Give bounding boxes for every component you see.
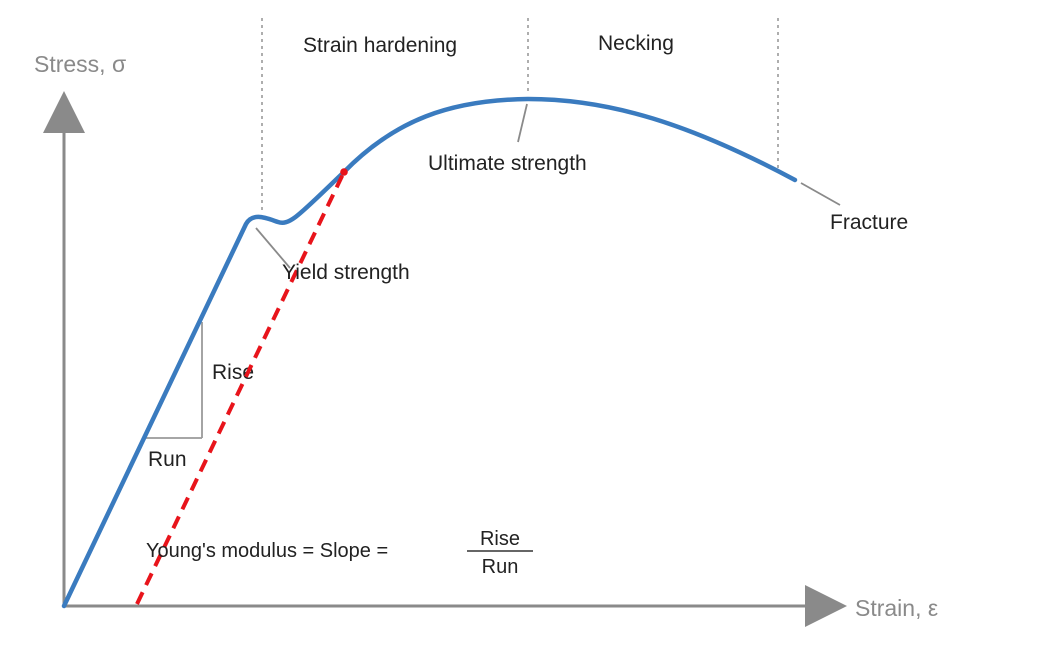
region-label-necking: Necking [598, 32, 674, 55]
run-label: Run [148, 448, 187, 471]
y-axis-label: Stress, σ [34, 51, 126, 77]
formula-denominator: Run [482, 556, 519, 578]
rise-label: Rise [212, 361, 254, 384]
offset-line [135, 171, 346, 605]
yield-strength-label: Yield strength [282, 261, 410, 284]
ultimate-strength-leader [517, 103, 528, 143]
fracture-leader [800, 182, 841, 206]
offset-intersection-point [340, 168, 348, 176]
stress-strain-curve [61, 96, 798, 609]
youngs-modulus-formula: Young's modulus = Slope = [146, 540, 388, 562]
region-label-strain-hardening: Strain hardening [303, 34, 457, 57]
formula-numerator: Rise [480, 528, 520, 550]
fracture-label: Fracture [830, 211, 908, 234]
x-axis-label: Strain, ε [855, 595, 938, 621]
ultimate-strength-label: Ultimate strength [428, 152, 587, 175]
yield-strength-leader [255, 227, 291, 269]
